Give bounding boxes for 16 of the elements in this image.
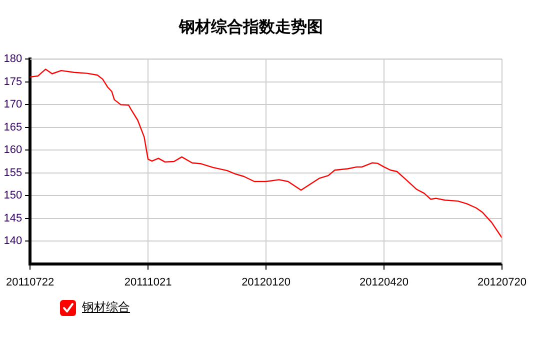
y-tick-label: 160 (4, 144, 22, 156)
x-tick-label: 20111021 (124, 276, 172, 288)
y-tick-label: 165 (4, 121, 22, 134)
x-tick-label: 20120720 (478, 276, 526, 288)
y-tick-label: 155 (4, 166, 22, 179)
y-tick-label: 140 (4, 235, 22, 248)
x-tick-label: 20120420 (360, 276, 408, 288)
y-tick-label: 175 (4, 76, 22, 88)
y-tick-label: 170 (4, 98, 22, 111)
y-tick-label: 145 (4, 212, 22, 224)
legend-label: 钢材综合 (82, 299, 130, 316)
x-tick-label: 20120120 (242, 276, 291, 288)
y-tick-label: 150 (4, 190, 22, 202)
x-tick-label: 20110722 (6, 276, 54, 288)
chart-title: 钢材综合指数走势图 (178, 16, 323, 36)
y-tick-label: 180 (4, 53, 22, 66)
